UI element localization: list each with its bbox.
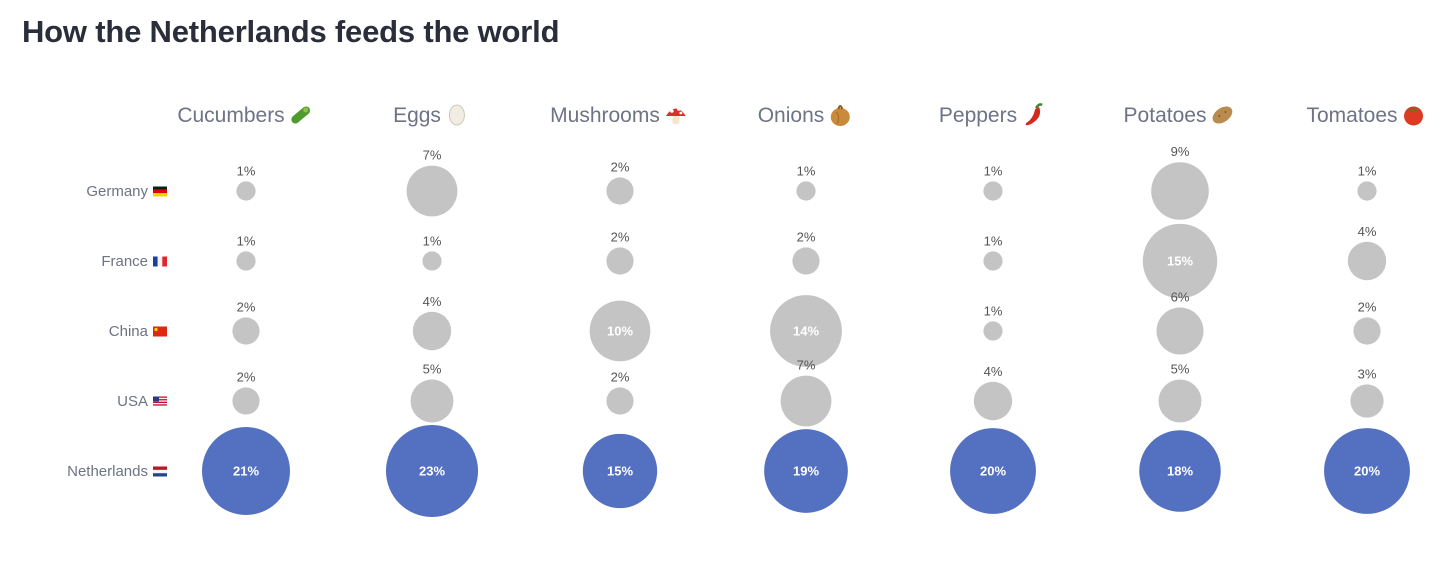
bubble: [422, 251, 442, 271]
china-flag-icon: [153, 326, 167, 337]
bubble: [770, 295, 842, 367]
value-label: 1%: [984, 303, 1003, 318]
value-label: 19%: [793, 464, 819, 479]
value-label: 6%: [1171, 289, 1190, 304]
egg-icon: [448, 104, 465, 126]
bubble: [1347, 241, 1387, 281]
bubble: [606, 177, 634, 205]
bubble: [973, 381, 1013, 421]
value-label: 2%: [611, 229, 630, 244]
bubble: [983, 181, 1003, 201]
value-label: 2%: [237, 299, 256, 314]
value-label: 9%: [1171, 144, 1190, 159]
bubble: [232, 317, 260, 345]
value-label: 2%: [611, 159, 630, 174]
value-label: 10%: [607, 324, 633, 339]
bubble: [410, 379, 454, 423]
pepper-icon: [1025, 103, 1043, 126]
row-label: Germany: [86, 183, 148, 200]
bubble: [1350, 384, 1384, 418]
bubble: [606, 247, 634, 275]
value-label: 20%: [980, 464, 1006, 479]
column-label: Peppers: [939, 104, 1017, 127]
row-labels: Germany France China USA Netherlands: [67, 183, 167, 480]
value-label: 5%: [1171, 362, 1190, 377]
value-label: 15%: [607, 464, 633, 479]
column-label: Tomatoes: [1306, 104, 1397, 127]
value-label: 1%: [797, 163, 816, 178]
bubble: [1357, 181, 1377, 201]
value-label: 3%: [1358, 366, 1377, 381]
bubble: [202, 427, 290, 515]
value-label: 2%: [237, 369, 256, 384]
bubble: [582, 433, 658, 509]
bubble: [1158, 379, 1202, 423]
tomato-icon: [1404, 106, 1424, 126]
bubble: [780, 375, 832, 427]
netherlands-flag-icon: [153, 466, 167, 477]
bubble: [236, 251, 256, 271]
value-label: 2%: [1358, 299, 1377, 314]
bubble: [412, 311, 452, 351]
bubble: [1151, 162, 1209, 220]
column-label: Potatoes: [1124, 104, 1207, 127]
bubble: [385, 424, 479, 518]
value-label: 2%: [797, 229, 816, 244]
bubble: [1156, 307, 1204, 355]
row-label: France: [101, 253, 148, 270]
value-label: 20%: [1354, 464, 1380, 479]
value-label: 18%: [1167, 464, 1193, 479]
value-label: 1%: [984, 163, 1003, 178]
value-label: 4%: [423, 294, 442, 309]
column-label: Cucumbers: [177, 104, 284, 127]
value-label: 7%: [797, 358, 816, 373]
column-labels: Cucumbers Eggs Mushrooms Onions Peppers Potat…: [177, 103, 1424, 127]
value-label: 2%: [611, 369, 630, 384]
value-label: 1%: [423, 233, 442, 248]
chart-title: How the Netherlands feeds the world: [22, 14, 560, 49]
value-label: 1%: [984, 233, 1003, 248]
bubble: [406, 165, 458, 217]
value-label: 7%: [423, 148, 442, 163]
bubbles: 1% 7% 2% 1% 1% 9% 1% 1% 1% 2% 2% 1% 15% 4% 2% 4% 10% 14% 1…: [202, 144, 1410, 518]
usa-flag-icon: [153, 396, 167, 407]
bubble: [1353, 317, 1381, 345]
france-flag-icon: [153, 256, 167, 267]
column-label: Mushrooms: [550, 104, 660, 127]
bubble: [589, 300, 651, 362]
mushroom-icon: [665, 107, 686, 124]
bubble: [950, 428, 1036, 514]
value-label: 4%: [1358, 224, 1377, 239]
bubble: [232, 387, 260, 415]
potato-icon: [1212, 106, 1233, 124]
value-label: 5%: [423, 362, 442, 377]
value-label: 1%: [237, 163, 256, 178]
bubble: [796, 181, 816, 201]
column-label: Eggs: [393, 104, 441, 127]
bubble: [606, 387, 634, 415]
bubble: [983, 321, 1003, 341]
cucumber-icon: [291, 106, 311, 124]
onion-icon: [830, 105, 850, 126]
value-label: 1%: [237, 233, 256, 248]
value-label: 1%: [1358, 163, 1377, 178]
value-label: 21%: [233, 464, 259, 479]
row-label: Netherlands: [67, 463, 148, 480]
value-label: 4%: [984, 364, 1003, 379]
germany-flag-icon: [153, 186, 167, 197]
bubble: [1142, 223, 1218, 299]
column-label: Onions: [758, 104, 825, 127]
value-label: 14%: [793, 324, 819, 339]
bubble: [1139, 430, 1221, 512]
value-label: 23%: [419, 464, 445, 479]
row-label: USA: [117, 393, 148, 410]
bubble: [792, 247, 820, 275]
value-label: 15%: [1167, 254, 1193, 269]
bubble: [1324, 428, 1410, 514]
row-label: China: [109, 323, 149, 340]
bubble: [764, 429, 848, 513]
bubble: [983, 251, 1003, 271]
bubble: [236, 181, 256, 201]
